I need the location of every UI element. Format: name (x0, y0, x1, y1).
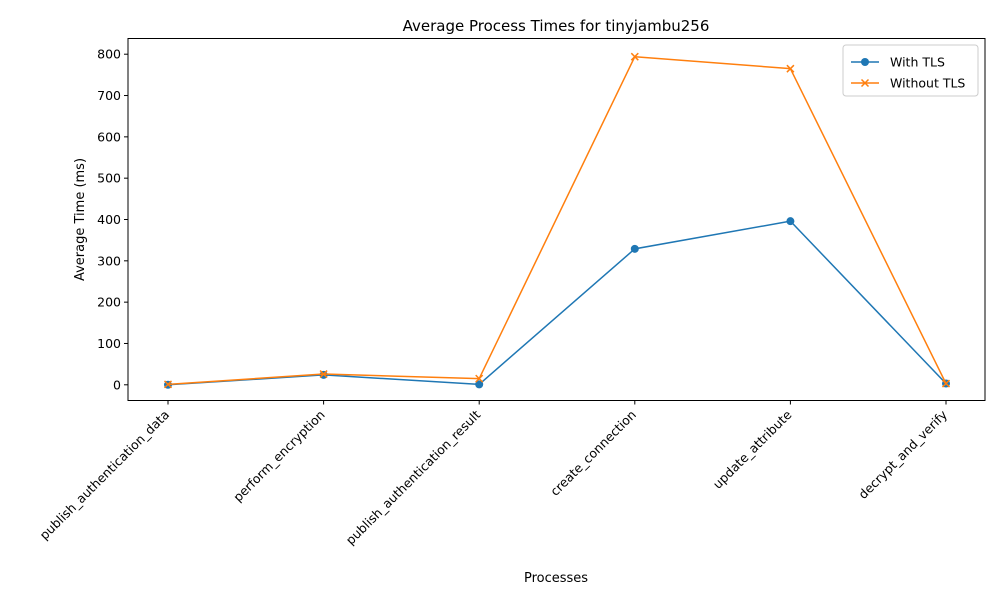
y-tick-label: 300 (97, 253, 121, 268)
y-tick-label: 600 (97, 129, 121, 144)
data-point (786, 64, 795, 73)
series-without-tls (163, 52, 951, 389)
y-axis: 0 100 200 300 400 500 600 700 800 (97, 47, 128, 392)
data-point (630, 52, 639, 61)
plot-area (163, 52, 951, 389)
y-tick-label: 400 (97, 212, 121, 227)
x-axis: publish_authentication_data perform_encry… (37, 400, 951, 548)
legend-label: Without TLS (890, 76, 965, 91)
x-tick-label: publish_authentication_data (37, 407, 173, 543)
y-tick-label: 700 (97, 88, 121, 103)
data-point (163, 380, 173, 389)
x-axis-label: Processes (524, 571, 588, 586)
legend-item: Without TLS (851, 76, 965, 91)
legend-label: With TLS (890, 55, 945, 70)
x-tick-label: perform_encryption (230, 407, 328, 505)
data-point (941, 379, 951, 388)
y-tick-label: 200 (97, 295, 121, 310)
x-tick-label: update_attribute (710, 407, 795, 492)
y-tick-label: 0 (113, 377, 121, 392)
data-point (475, 380, 484, 389)
chart-title: Average Process Times for tinyjambu256 (403, 17, 710, 35)
legend-marker (860, 78, 870, 88)
legend-item: With TLS (851, 55, 945, 70)
y-tick-label: 100 (97, 336, 121, 351)
data-point (786, 217, 795, 226)
legend: With TLS Without TLS (842, 44, 979, 97)
x-tick-label: create_connection (547, 407, 639, 499)
legend-marker (861, 58, 869, 66)
x-tick-label: decrypt_and_verify (855, 407, 950, 502)
data-point (475, 374, 484, 383)
y-tick-label: 800 (97, 47, 121, 62)
y-axis-label: Average Time (ms) (73, 158, 88, 281)
data-point (319, 370, 328, 379)
x-tick-label: publish_authentication_result (343, 407, 484, 548)
series-with-tls (164, 217, 950, 389)
data-point (630, 244, 639, 253)
y-tick-label: 500 (97, 171, 121, 186)
series-line (167, 55, 947, 386)
series-line (167, 220, 947, 386)
